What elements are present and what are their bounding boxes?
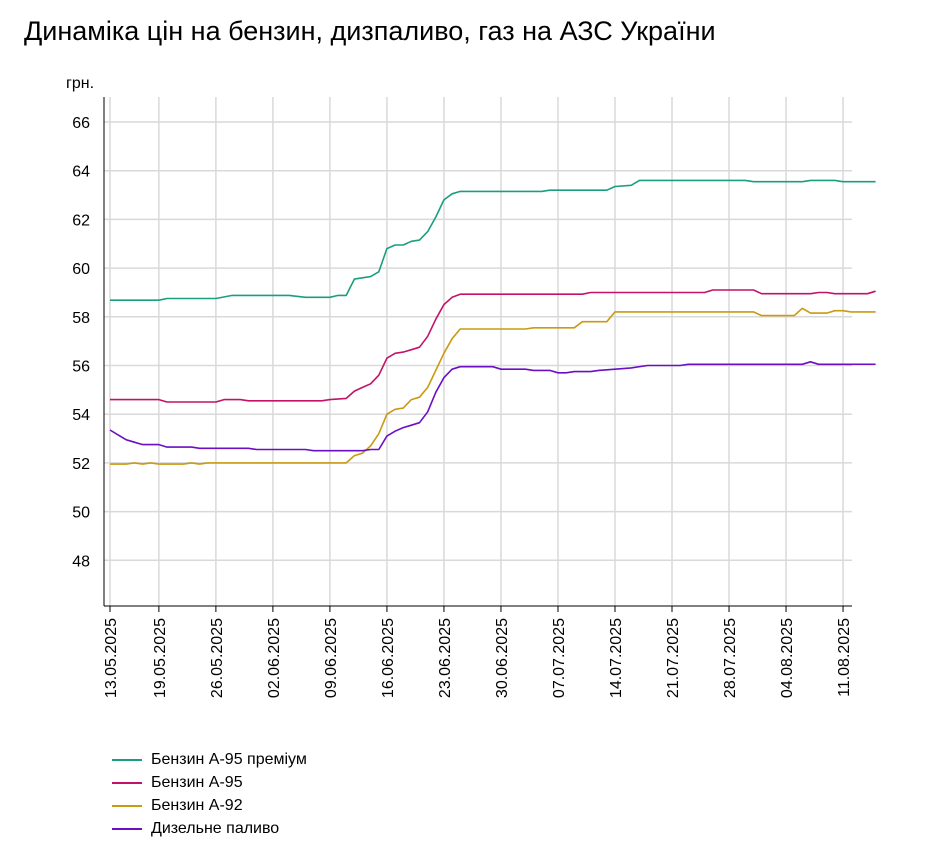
legend-swatch [112, 781, 142, 784]
x-tick-label: 04.08.2025 [779, 618, 796, 698]
axes [103, 97, 852, 607]
grid-lines [104, 97, 852, 606]
legend-label: Дизельне паливо [151, 819, 280, 837]
x-tick-label: 30.06.2025 [494, 618, 511, 698]
x-tick-label: 26.05.2025 [209, 618, 226, 698]
x-tick-label: 16.06.2025 [380, 618, 397, 698]
chart-title: Динаміка цін на бензин, дизпаливо, газ н… [24, 16, 716, 46]
legend-swatch [112, 827, 142, 830]
x-tick-label: 02.06.2025 [266, 618, 283, 698]
y-axis-ticks: 48 50 52 54 56 58 60 62 64 66 [72, 115, 90, 570]
y-tick-label: 62 [72, 212, 90, 229]
x-tick-label: 14.07.2025 [608, 618, 625, 698]
legend: Бензин А-95 преміум Бензин А-95 Бензин А-9… [112, 748, 307, 840]
x-tick-label: 19.05.2025 [152, 618, 169, 698]
series-line-1 [110, 179, 876, 302]
legend-swatch [112, 804, 142, 807]
x-tick-label: 28.07.2025 [722, 618, 739, 698]
legend-item: Бензин А-95 [112, 771, 307, 794]
y-tick-label: 58 [72, 310, 90, 327]
legend-label: Бензин А-95 [151, 773, 243, 791]
y-tick-label: 54 [72, 407, 90, 424]
x-tick-label: 07.07.2025 [551, 618, 568, 698]
y-tick-label: 64 [72, 164, 90, 181]
y-axis-label: грн. [66, 75, 94, 92]
x-tick-label: 13.05.2025 [103, 618, 120, 698]
series-lines [109, 179, 876, 465]
series-line-4 [109, 360, 876, 452]
y-tick-label: 56 [72, 359, 90, 376]
x-tick-label: 21.07.2025 [665, 618, 682, 698]
x-tick-label: 09.06.2025 [323, 618, 340, 698]
legend-label: Бензин А-95 преміум [151, 750, 307, 768]
x-tick-label: 23.06.2025 [437, 618, 454, 698]
y-tick-label: 48 [72, 553, 90, 570]
line-chart: 48 50 52 54 56 58 60 62 64 66 13.05.2025 19.05.202… [66, 75, 876, 698]
y-tick-label: 60 [72, 261, 90, 278]
x-axis-ticks: 13.05.2025 19.05.2025 26.05.2025 02.06.2025… [103, 606, 853, 698]
y-tick-label: 66 [72, 115, 90, 132]
y-tick-label: 52 [72, 456, 90, 473]
legend-item: Дизельне паливо [112, 817, 307, 840]
legend-swatch [112, 758, 142, 761]
series-line-2 [110, 289, 876, 403]
y-tick-label: 50 [72, 505, 90, 522]
legend-item: Бензин А-95 преміум [112, 748, 307, 771]
x-tick-label: 11.08.2025 [836, 618, 853, 697]
series-line-3 [110, 307, 876, 465]
legend-label: Бензин А-92 [151, 796, 243, 814]
legend-item: Бензин А-92 [112, 794, 307, 817]
